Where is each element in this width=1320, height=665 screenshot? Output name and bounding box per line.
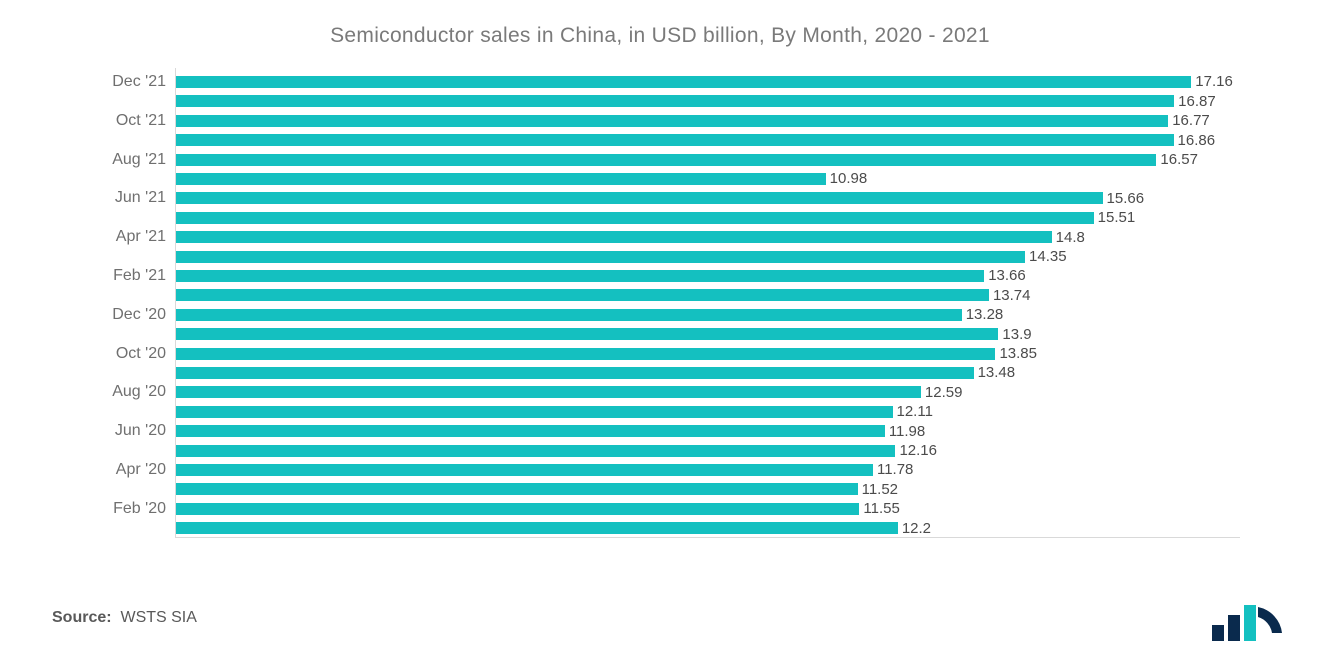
bar-row: 14.35 [176,251,1067,263]
bar-value-label: 13.74 [993,287,1031,304]
bar-row: 12.2 [176,522,931,534]
bar [176,289,989,301]
bar [176,406,893,418]
bar-row: 10.98 [176,173,867,185]
bar-value-label: 16.77 [1172,112,1210,129]
bar-row: 16.57 [176,154,1198,166]
bar-row: 14.8 [176,231,1085,243]
bar-row: 13.28 [176,309,1003,321]
source-label: Source: [52,609,112,626]
bar-value-label: 12.16 [899,442,937,459]
bar-row: 13.74 [176,289,1030,301]
bar [176,231,1052,243]
bar-value-label: 13.28 [966,306,1004,323]
bar-value-label: 16.86 [1178,132,1216,149]
bar-row: 13.85 [176,348,1037,360]
bar-row: 17.16 [176,76,1233,88]
bar-value-label: 13.9 [1002,326,1031,343]
bar-row: 11.55 [176,503,900,515]
bar-value-label: 12.59 [925,384,963,401]
source-attribution: Source: WSTS SIA [52,609,197,627]
bar-value-label: 15.66 [1107,190,1145,207]
bar-row: 12.16 [176,445,937,457]
bar [176,348,995,360]
chart-title: Semiconductor sales in China, in USD bil… [0,0,1320,68]
y-axis-label: Dec '21 [112,73,176,91]
bar-value-label: 12.11 [897,403,933,420]
bar [176,445,895,457]
bar-row: 13.9 [176,328,1032,340]
bar [176,503,859,515]
bar-value-label: 11.52 [862,481,898,498]
bar [176,115,1168,127]
bar-row: 13.66 [176,270,1026,282]
bar-value-label: 11.98 [889,423,925,440]
y-axis-label: Aug '21 [112,151,176,169]
bar-value-label: 12.2 [902,520,931,537]
y-axis-label: Apr '20 [116,461,176,479]
y-axis-label: Oct '21 [116,112,176,130]
bar-row: 11.98 [176,425,925,437]
bar-row: 12.59 [176,386,962,398]
bar-value-label: 15.51 [1098,209,1136,226]
bar-value-label: 13.85 [999,345,1037,362]
source-text: WSTS SIA [120,609,196,626]
y-axis-label: Apr '21 [116,228,176,246]
bar [176,270,984,282]
y-axis-label: Feb '21 [113,267,176,285]
bar [176,425,885,437]
bar-value-label: 10.98 [830,170,868,187]
logo-arc [1258,607,1282,633]
y-axis-label: Jun '20 [115,422,176,440]
bar-value-label: 17.16 [1195,73,1233,90]
bar-value-label: 16.87 [1178,93,1216,110]
bar-row: 11.78 [176,464,913,476]
bar-value-label: 11.78 [877,461,913,478]
bar-row: 15.66 [176,192,1144,204]
bar-value-label: 13.48 [978,364,1016,381]
brand-logo [1210,599,1284,643]
logo-bar-2 [1228,615,1240,641]
bar-row: 12.11 [176,406,933,418]
bar-row: 13.48 [176,367,1015,379]
chart-plot-area: 17.16Dec '2116.8716.77Oct '2116.8616.57A… [175,68,1240,538]
logo-bar-3 [1244,605,1256,641]
bar [176,464,873,476]
bar [176,483,858,495]
bar [176,522,898,534]
bar [176,134,1174,146]
bar-value-label: 14.8 [1056,229,1085,246]
bar-row: 15.51 [176,212,1135,224]
bar-row: 16.86 [176,134,1215,146]
bar [176,251,1025,263]
bar-row: 16.77 [176,115,1210,127]
bar [176,386,921,398]
logo-bar-1 [1212,625,1224,641]
bar [176,367,974,379]
bar-value-label: 11.55 [863,500,899,517]
bar [176,328,998,340]
bar [176,154,1156,166]
bar [176,76,1191,88]
bar-value-label: 14.35 [1029,248,1067,265]
bar [176,192,1103,204]
bar [176,212,1094,224]
bar-value-label: 16.57 [1160,151,1198,168]
y-axis-label: Oct '20 [116,345,176,363]
bar-row: 11.52 [176,483,898,495]
y-axis-label: Dec '20 [112,306,176,324]
bar [176,173,826,185]
bar-value-label: 13.66 [988,267,1026,284]
bar [176,95,1174,107]
y-axis-label: Aug '20 [112,383,176,401]
bar-row: 16.87 [176,95,1216,107]
y-axis-label: Jun '21 [115,189,176,207]
bar [176,309,962,321]
y-axis-label: Feb '20 [113,500,176,518]
